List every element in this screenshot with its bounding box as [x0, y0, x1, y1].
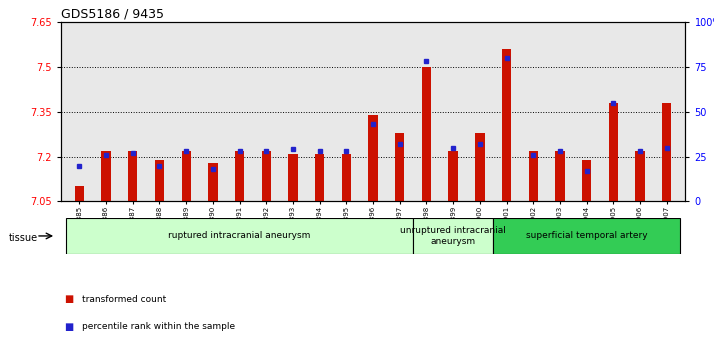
Bar [502, 49, 511, 201]
Bar [315, 154, 324, 201]
Bar [582, 159, 591, 201]
Bar [608, 103, 618, 201]
Bar [368, 115, 378, 201]
Bar [422, 67, 431, 201]
Bar [555, 151, 565, 201]
Text: ■: ■ [64, 322, 74, 332]
Bar [181, 151, 191, 201]
Text: unruptured intracranial
aneurysm: unruptured intracranial aneurysm [401, 226, 506, 246]
Bar [288, 154, 298, 201]
Bar [261, 151, 271, 201]
Text: transformed count: transformed count [82, 295, 166, 304]
Bar [528, 151, 538, 201]
Text: ■: ■ [64, 294, 74, 305]
Bar [155, 159, 164, 201]
Text: tissue: tissue [9, 233, 38, 243]
Text: ruptured intracranial aneurysm: ruptured intracranial aneurysm [169, 232, 311, 240]
Bar [235, 151, 244, 201]
Bar [128, 151, 138, 201]
Bar [662, 103, 671, 201]
Bar [448, 151, 458, 201]
Bar [476, 132, 485, 201]
Bar [395, 132, 404, 201]
Text: superficial temporal artery: superficial temporal artery [526, 232, 648, 240]
Bar [413, 218, 493, 254]
Bar [101, 151, 111, 201]
Bar [75, 187, 84, 201]
Text: GDS5186 / 9435: GDS5186 / 9435 [61, 8, 164, 21]
Bar [635, 151, 645, 201]
Bar [342, 154, 351, 201]
Bar [208, 163, 218, 201]
Bar [493, 218, 680, 254]
Bar [66, 218, 413, 254]
Text: percentile rank within the sample: percentile rank within the sample [82, 322, 235, 331]
